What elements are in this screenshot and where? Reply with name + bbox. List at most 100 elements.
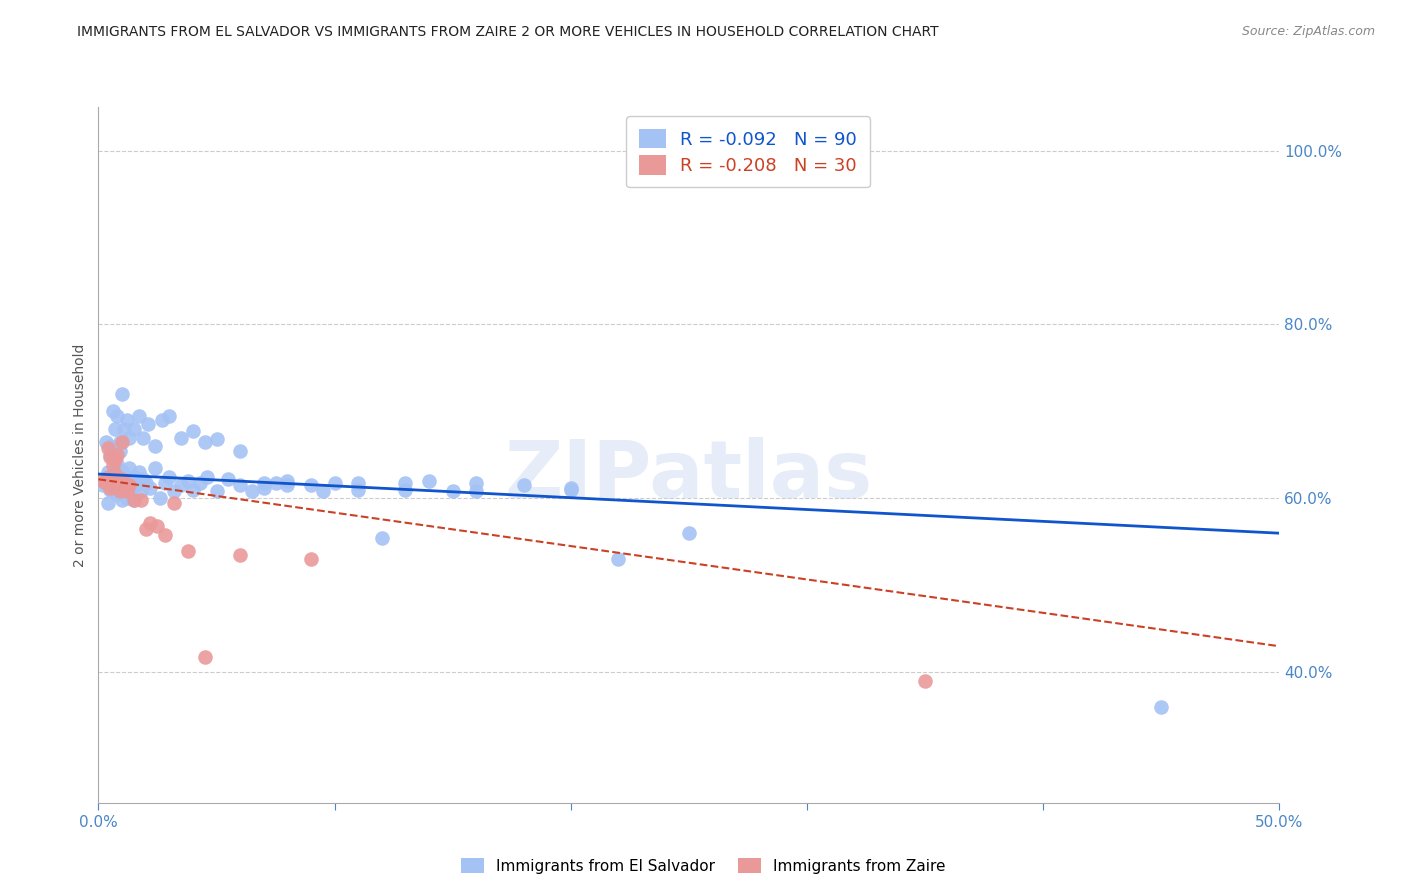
Point [118,430,141,444]
Point [111,493,134,508]
Point [135,522,157,536]
Legend: Immigrants from El Salvador, Immigrants from Zaire: Immigrants from El Salvador, Immigrants … [454,852,952,880]
Point [229,548,252,562]
Point [217,472,239,486]
Point [112,422,135,436]
Point [122,493,145,508]
Point [118,475,141,490]
Point [132,430,155,444]
Point [177,543,200,558]
Point [104,475,127,490]
Point [163,496,186,510]
Point [229,443,252,458]
Point [150,413,173,427]
Point [914,674,936,689]
Point [143,439,166,453]
Point [98,481,121,495]
Point [149,491,172,506]
Point [122,422,145,436]
Point [105,409,128,423]
Point [98,483,121,497]
Point [97,466,120,480]
Point [122,469,145,483]
Point [146,519,169,533]
Point [177,474,200,488]
Point [205,484,228,499]
Point [194,434,217,449]
Point [229,478,252,492]
Point [153,528,176,542]
Point [560,481,582,495]
Point [560,483,582,497]
Point [122,493,145,508]
Point [128,466,150,480]
Point [607,552,630,566]
Point [101,484,124,499]
Point [125,478,148,492]
Point [105,448,128,462]
Point [101,458,124,473]
Text: IMMIGRANTS FROM EL SALVADOR VS IMMIGRANTS FROM ZAIRE 2 OR MORE VEHICLES IN HOUSE: IMMIGRANTS FROM EL SALVADOR VS IMMIGRANT… [77,25,939,39]
Point [157,409,180,423]
Point [108,443,131,458]
Point [240,484,263,499]
Point [195,469,218,483]
Point [299,552,322,566]
Point [276,478,298,492]
Point [108,472,131,486]
Point [136,417,159,432]
Point [170,430,193,444]
Point [205,432,228,446]
Point [512,478,534,492]
Point [108,484,131,499]
Point [115,478,138,492]
Point [163,484,186,499]
Point [115,413,138,427]
Point [98,448,121,462]
Point [101,478,124,492]
Point [98,450,121,464]
Point [678,526,700,541]
Point [347,483,370,497]
Point [129,493,152,508]
Point [118,461,141,475]
Point [108,434,131,449]
Point [135,475,157,490]
Point [104,467,127,481]
Point [323,475,346,490]
Point [128,409,150,423]
Point [253,481,276,495]
Y-axis label: 2 or more Vehicles in Household: 2 or more Vehicles in Household [73,343,87,566]
Point [94,434,117,449]
Point [98,439,121,453]
Point [105,475,128,490]
Point [121,483,143,497]
Legend: R = -0.092   N = 90, R = -0.208   N = 30: R = -0.092 N = 90, R = -0.208 N = 30 [626,116,870,187]
Point [129,484,152,499]
Point [91,474,114,488]
Point [104,422,127,436]
Point [112,481,135,495]
Point [97,496,120,510]
Point [181,424,204,438]
Text: ZIPatlas: ZIPatlas [505,437,873,515]
Point [1150,700,1173,714]
Point [94,475,117,490]
Point [105,457,128,471]
Point [132,472,155,486]
Point [188,475,211,490]
Point [394,475,416,490]
Point [104,452,127,467]
Point [465,475,488,490]
Point [276,474,298,488]
Point [139,516,162,530]
Point [299,478,322,492]
Point [112,484,135,499]
Point [143,461,166,475]
Point [105,487,128,501]
Point [418,474,440,488]
Point [394,483,416,497]
Point [371,531,394,545]
Point [111,464,134,478]
Point [91,478,114,492]
